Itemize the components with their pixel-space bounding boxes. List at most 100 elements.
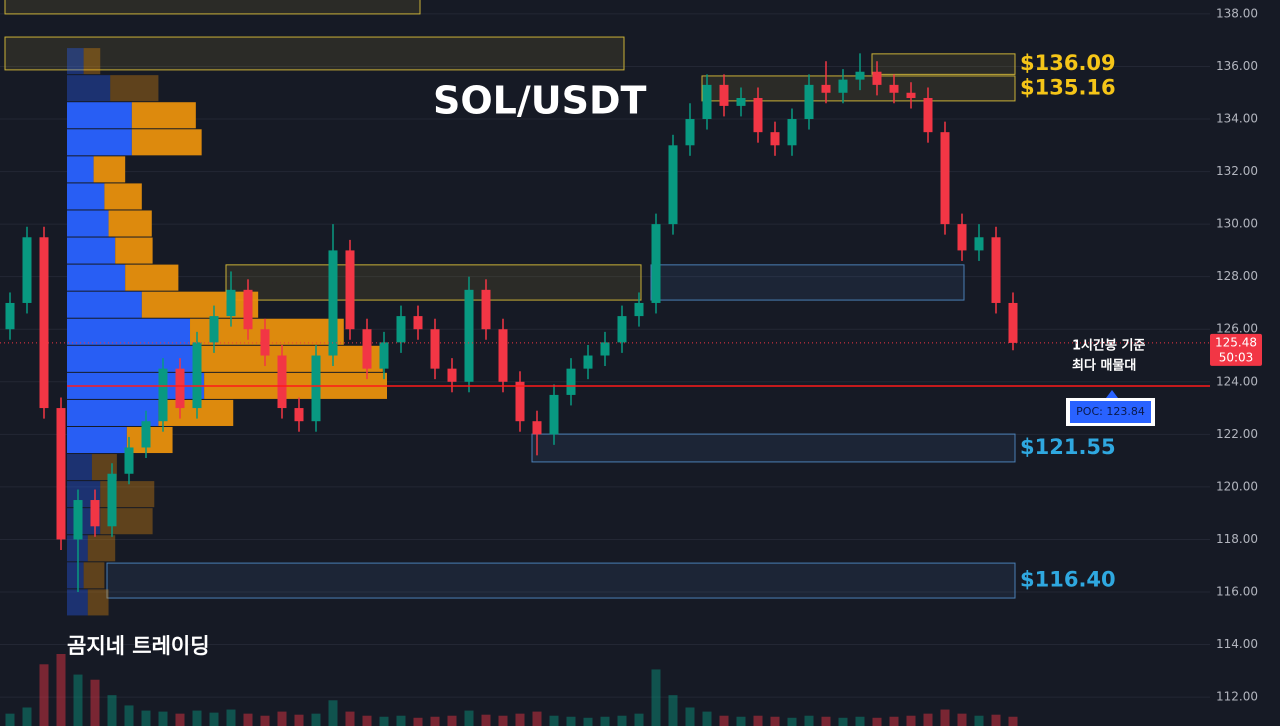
volume-bar	[413, 717, 423, 726]
profile-buy	[67, 589, 88, 616]
candle-body	[906, 92, 916, 99]
candle-body	[90, 500, 100, 527]
y-tick-label: 132.00	[1216, 164, 1258, 178]
volume-bar	[498, 715, 508, 726]
profile-buy	[67, 156, 94, 183]
candle-body	[549, 394, 559, 435]
y-tick-label: 134.00	[1216, 112, 1258, 126]
volume-bar	[583, 717, 593, 726]
volume-bar	[549, 715, 559, 726]
volume-bar	[175, 713, 185, 726]
candle-body	[209, 316, 219, 343]
profile-sell	[104, 183, 142, 210]
volume-bar	[957, 713, 967, 726]
profile-buy	[67, 318, 191, 345]
volume-bar	[804, 715, 814, 726]
volume-bar	[158, 711, 168, 726]
profile-sell	[110, 75, 159, 102]
candle-body	[651, 224, 661, 303]
profile-sell	[141, 291, 259, 318]
candle-body	[872, 71, 882, 85]
candle-body	[464, 289, 474, 382]
candle-body	[430, 329, 440, 369]
poc-pointer	[1106, 389, 1118, 398]
profile-sell	[131, 129, 202, 156]
volume-bar	[702, 711, 712, 726]
countdown: 50:03	[1219, 350, 1254, 364]
y-tick-label: 120.00	[1216, 479, 1258, 493]
profile-sell	[83, 562, 105, 589]
candle-body	[311, 355, 321, 422]
volume-bar	[107, 695, 117, 726]
volume-bar	[566, 716, 576, 726]
candle-body	[447, 368, 457, 382]
candle-body	[889, 84, 899, 93]
profile-buy	[67, 102, 132, 129]
candle-body	[991, 237, 1001, 303]
candle-body	[583, 355, 593, 369]
profile-buy	[67, 183, 105, 210]
candle-body	[770, 132, 780, 146]
volume-bar	[22, 707, 32, 726]
profile-sell	[87, 535, 116, 562]
profile-buy	[67, 426, 127, 454]
volume-bar	[379, 716, 389, 726]
candle-body	[413, 316, 423, 330]
candle-body	[277, 355, 287, 409]
volume-bar	[141, 710, 151, 726]
candle-body	[124, 447, 134, 474]
candle-body	[328, 250, 338, 356]
volume-bar	[906, 715, 916, 726]
volume-bar	[991, 714, 1001, 726]
candle-body	[362, 329, 372, 369]
chart-title: SOL/USDT	[433, 79, 647, 123]
volume-bar	[209, 712, 219, 726]
volume-bar	[56, 654, 66, 726]
candle-body	[566, 368, 576, 395]
zone	[871, 53, 1016, 75]
volume-bar	[73, 674, 83, 726]
zone	[225, 264, 642, 301]
profile-sell	[83, 48, 101, 75]
candle-body	[158, 368, 168, 422]
volume-bar	[736, 716, 746, 726]
candle-body	[753, 98, 763, 133]
candle-body	[668, 145, 678, 225]
candle-body	[294, 408, 304, 422]
candle-body	[974, 237, 984, 251]
poc-note: 1시간봉 기준	[1072, 338, 1145, 354]
profile-buy	[67, 264, 126, 291]
volume-bar	[838, 717, 848, 726]
y-tick-label: 118.00	[1216, 532, 1258, 546]
volume-bar	[294, 714, 304, 726]
profile-buy	[67, 562, 84, 589]
zone	[650, 264, 965, 301]
volume-bar	[515, 713, 525, 726]
volume-bar	[124, 705, 134, 726]
volume-bar	[243, 713, 253, 726]
y-tick-label: 124.00	[1216, 374, 1258, 388]
candle-body	[5, 302, 15, 330]
zone	[106, 562, 1016, 599]
volume-bar	[328, 700, 338, 726]
volume-bar	[447, 715, 457, 726]
volume-bar	[600, 716, 610, 726]
candle-body	[379, 342, 389, 369]
volume-bar	[770, 716, 780, 726]
volume-bar	[855, 716, 865, 726]
volume-bar	[362, 715, 372, 726]
volume-bar	[872, 717, 882, 726]
volume-bar	[345, 711, 355, 726]
volume-bar	[889, 716, 899, 726]
profile-sell	[125, 264, 179, 291]
candle-body	[617, 316, 627, 343]
volume-bar	[753, 715, 763, 726]
profile-sell	[93, 156, 126, 183]
profile-sell	[108, 210, 152, 237]
volume-bar	[39, 664, 49, 726]
poc-note: 최다 매물대	[1072, 358, 1136, 374]
candle-body	[345, 250, 355, 330]
candle-body	[634, 302, 644, 317]
volume-bar	[277, 711, 287, 726]
